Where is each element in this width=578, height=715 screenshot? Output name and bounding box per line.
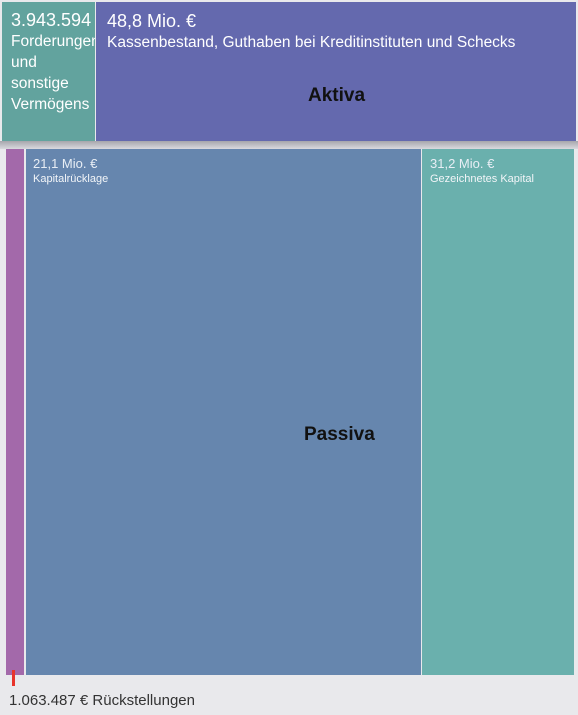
tile-value-gezeichnetes-kapital: 31,2 Mio. € [430,156,495,171]
footer-label: 1.063.487 € Rückstellungen [9,692,195,709]
tile-forderungen-und-sonstige-vermoegens[interactable]: 3.943.594 Forderungen und sonstige Vermög… [2,2,95,141]
tile-value-forderungen-und-sonstige-vermoegens: 3.943.594 [11,10,92,30]
tile-gezeichnetes-kapital[interactable]: 31,2 Mio. € Gezeichnetes Kapital [422,149,574,675]
tile-label-kassenbestand-guthaben-bei-kreditinstituten-und-schecks: Kassenbestand, Guthaben bei Kreditinstit… [107,34,516,51]
group-label-aktiva: Aktiva [308,85,366,106]
tile-label-forderungen-und-sonstige-vermoegens: Forderungen und sonstige Vermögens [11,33,95,113]
group-label-passiva: Passiva [304,424,375,445]
tile-label-kapitalruecklage: Kapitalrücklage [33,173,109,185]
tile-kapitalruecklage[interactable]: 21,1 Mio. € Kapitalrücklage [26,149,421,675]
tile-value-kassenbestand-guthaben-bei-kreditinstituten-und-schecks: 48,8 Mio. € [107,11,197,31]
group-separator [0,141,578,149]
rueckstellungen-marker [12,670,15,686]
tile-value-kapitalruecklage: 21,1 Mio. € [33,156,98,171]
tile-label-gezeichnetes-kapital: Gezeichnetes Kapital [430,173,534,185]
tile-kassenbestand-guthaben-bei-kreditinstituten-und-schecks[interactable]: 48,8 Mio. € Kassenbestand, Guthaben bei K… [96,2,576,141]
tile-passiva-item-0[interactable] [6,149,24,675]
